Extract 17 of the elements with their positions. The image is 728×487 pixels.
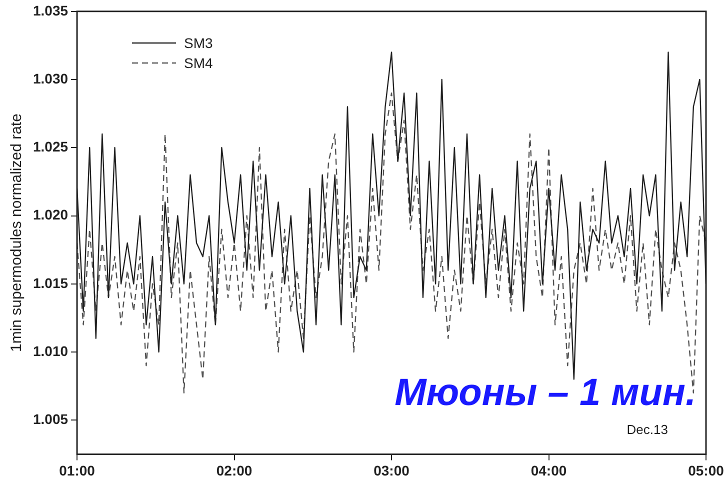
x-tick-label: 01:00 — [59, 462, 96, 478]
legend-label: SM3 — [184, 35, 213, 52]
annotation: Мюоны – 1 мин. — [394, 372, 696, 416]
x-tick-label: 03:00 — [374, 462, 410, 478]
y-tick-label: 1.015 — [32, 274, 68, 291]
legend-label: SM4 — [184, 55, 213, 72]
y-tick-label: 1.035 — [32, 2, 68, 18]
y-tick-label: 1.025 — [32, 138, 68, 155]
y-tick-label: 1.020 — [32, 206, 68, 223]
y-tick-label: 1.005 — [32, 411, 68, 427]
y-axis-title: 1min supermodules normalized rate — [8, 114, 26, 352]
annotation: Dec.13 — [626, 422, 668, 438]
y-tick-label: 1.010 — [32, 342, 68, 359]
x-tick-label: 05:00 — [688, 462, 724, 478]
x-tick-label: 04:00 — [530, 462, 567, 478]
x-tick-label: 02:00 — [216, 462, 252, 478]
y-tick-label: 1.030 — [32, 70, 68, 86]
